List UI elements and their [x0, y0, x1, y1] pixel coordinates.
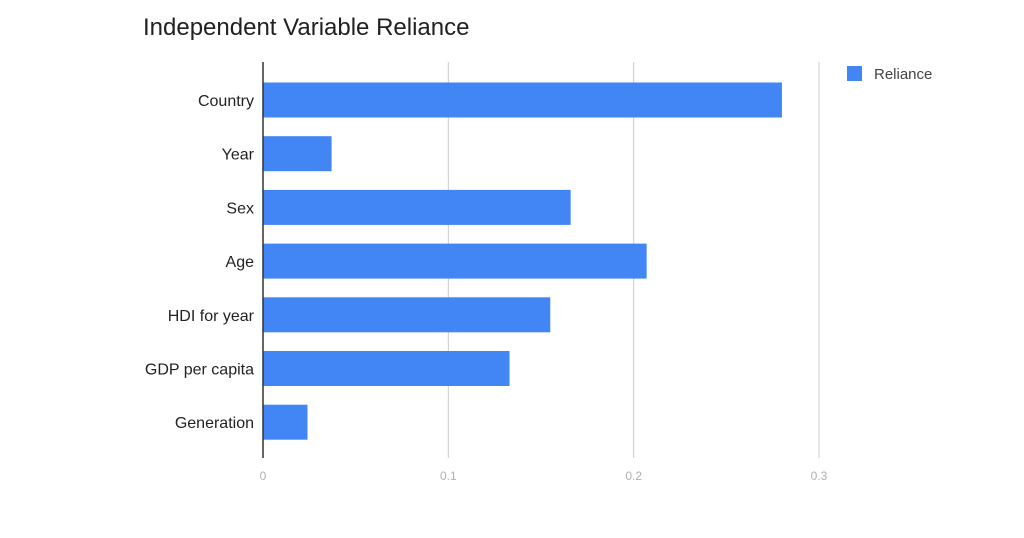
x-tick-label: 0.3: [811, 469, 828, 483]
bars: [263, 82, 782, 440]
category-labels: Country Year Sex Age HDI for year GDP per cap…: [145, 93, 255, 432]
chart-title: Independent Variable Reliance: [143, 14, 470, 41]
bar: [263, 297, 551, 333]
bar: [263, 243, 647, 279]
bar: [263, 189, 571, 225]
category-label: GDP per capita: [145, 362, 254, 379]
x-tick-label: 0.1: [440, 469, 457, 483]
category-label: Country: [198, 93, 254, 110]
legend-swatch: [847, 66, 862, 81]
category-label: Sex: [226, 200, 254, 217]
bar: [263, 136, 332, 172]
category-label: Year: [222, 147, 255, 164]
bar: [263, 351, 510, 386]
x-tick-labels: 0 0.1 0.2 0.3: [260, 469, 828, 483]
category-label: Generation: [175, 415, 254, 432]
x-tick-label: 0.2: [625, 469, 642, 483]
category-label: Age: [226, 254, 255, 271]
category-label: HDI for year: [168, 308, 255, 325]
bar: [263, 82, 782, 118]
bar: [263, 404, 308, 440]
legend-label: Reliance: [874, 66, 932, 83]
legend: Reliance: [847, 66, 932, 83]
x-tick-label: 0: [260, 469, 267, 483]
